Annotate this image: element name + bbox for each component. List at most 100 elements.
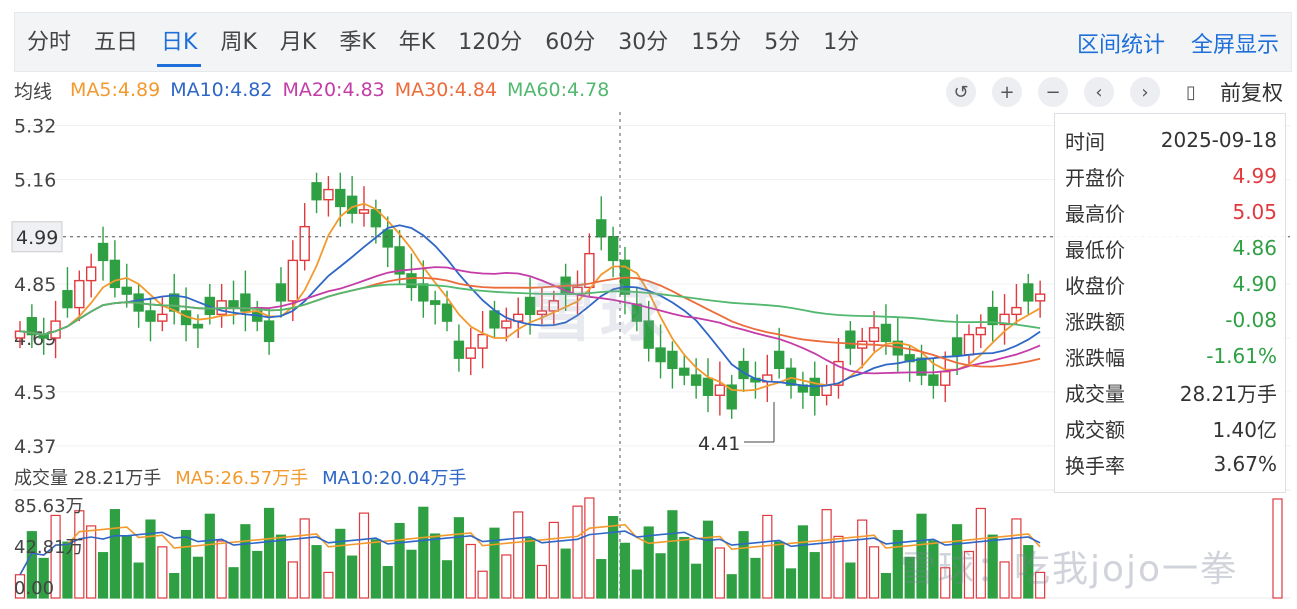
tab-10[interactable]: 15分 (691, 30, 742, 55)
volume-axis-label: 0.00 (14, 578, 54, 599)
volume-bar (358, 512, 370, 599)
price-axis-label: 5.16 (14, 169, 56, 191)
candle-body (679, 367, 690, 376)
candle-body (821, 384, 832, 396)
candle-body (406, 273, 417, 289)
candle-body (287, 259, 299, 302)
candle-body (655, 347, 666, 363)
volume-legend: 成交量 28.21万手 MA5:26.57万手 MA10:20.04万手 (14, 464, 481, 490)
info-key: 最高价 (1065, 201, 1125, 226)
candle-body (323, 188, 334, 201)
candle-body (109, 259, 121, 289)
chevron-right-icon[interactable]: › (1130, 77, 1160, 107)
ma-legend: 均线 MA5:4.89 MA10:4.82 MA20:4.83 MA30:4.8… (14, 76, 619, 104)
info-value: -0.08 (1225, 308, 1277, 332)
ma-legend-title: 均线 (14, 80, 53, 103)
volume-bar (192, 556, 204, 599)
candle-body (726, 384, 737, 410)
price-axis-label: 5.32 (14, 115, 56, 137)
candle-body (833, 360, 844, 386)
logo-watermark: 雪球 (530, 277, 670, 351)
volume-bar (14, 574, 26, 599)
tab-4[interactable]: 月K (279, 30, 317, 55)
range-stats-button[interactable]: 区间统计 (1076, 33, 1165, 58)
chart-toolbar: ↺ + − ‹ › ▯ 前复权 (930, 76, 1283, 108)
volume-bar (667, 510, 678, 599)
volume-bar (62, 541, 73, 599)
volume-bar (904, 556, 915, 599)
volume-bar (264, 507, 275, 599)
candle-body (145, 310, 156, 322)
candle-body (690, 374, 702, 386)
volume-bar (845, 562, 856, 599)
info-row: 换手率 3.67% (1065, 446, 1277, 482)
volume-bar (809, 552, 820, 599)
volume-bar (418, 506, 429, 599)
candle-body (489, 310, 500, 329)
info-row: 涨跌额 -0.08 (1065, 302, 1277, 338)
volume-bar (928, 540, 939, 599)
tab-5[interactable]: 季K (339, 30, 376, 55)
volume-bar (465, 543, 476, 599)
volume-axis-label: 42.81万 (14, 537, 84, 558)
volume-bar (38, 557, 49, 599)
candle-body (1023, 283, 1034, 302)
candle-body (880, 323, 892, 343)
chevron-left-icon[interactable]: ‹ (1084, 77, 1114, 107)
candle-body (714, 384, 726, 396)
tab-1[interactable]: 五日 (94, 30, 139, 55)
volume-bar (477, 570, 488, 599)
period-tab-bar: 分时 五日 日K 周K 月K 季K 年K 120分 60分 30分 15分 5分 1分 区间统计 全屏显… (14, 12, 1292, 72)
tab-12[interactable]: 1分 (823, 30, 860, 55)
volume-bar (868, 546, 880, 599)
info-value: 4.90 (1232, 272, 1277, 296)
adjust-mode-button[interactable]: 前复权 (1220, 81, 1283, 105)
info-key: 时间 (1065, 129, 1105, 154)
volume-bar (774, 541, 785, 599)
volume-bar (275, 534, 287, 599)
ma5-line (19, 202, 1041, 392)
volume-axis-label: 85.63万 (14, 496, 84, 517)
candle-body (868, 327, 880, 343)
info-value: -1.61% (1206, 344, 1277, 368)
volume-bar (572, 505, 583, 599)
volume-bar (382, 566, 393, 599)
info-row: 时间 2025-09-18 (1065, 122, 1277, 158)
candle-body (311, 182, 322, 201)
tab-6[interactable]: 年K (398, 30, 436, 55)
info-key: 开盘价 (1065, 165, 1125, 190)
tab-7[interactable]: 120分 (458, 30, 523, 55)
volume-bar (797, 525, 808, 599)
candle-body (85, 266, 97, 282)
candle-body (667, 350, 678, 370)
volume-bar (702, 520, 714, 599)
period-tabs: 分时 五日 日K 周K 月K 季K 年K 120分 60分 30分 15分 5分 1分 (15, 13, 882, 73)
tab-3[interactable]: 周K (220, 30, 257, 55)
volume-bar (560, 548, 571, 599)
volume-bar (691, 563, 702, 599)
candle-body (192, 323, 204, 329)
candle-body (1011, 306, 1022, 316)
zoom-in-icon[interactable]: + (992, 77, 1022, 107)
reset-icon[interactable]: ↺ (946, 77, 976, 107)
zoom-out-icon[interactable]: − (1038, 77, 1068, 107)
candle-body (999, 313, 1010, 326)
tab-0[interactable]: 分时 (27, 30, 72, 55)
volume-bar (916, 513, 927, 599)
tab-2[interactable]: 日K (156, 13, 202, 73)
candle-body (845, 330, 856, 349)
candle-body (26, 317, 38, 336)
tab-8[interactable]: 60分 (545, 30, 596, 55)
volume-bar (86, 525, 97, 599)
tab-9[interactable]: 30分 (618, 30, 669, 55)
candlestick-icon[interactable]: ▯ (1186, 81, 1196, 103)
candle-body (524, 296, 536, 316)
volume-bar (180, 529, 192, 599)
candle-body (465, 347, 476, 359)
volume-bar (501, 554, 512, 599)
fullscreen-button[interactable]: 全屏显示 (1190, 33, 1279, 58)
tab-11[interactable]: 5分 (764, 30, 801, 55)
volume-bar (596, 559, 607, 599)
volume-bar (738, 531, 749, 599)
volume-bar (347, 555, 358, 599)
